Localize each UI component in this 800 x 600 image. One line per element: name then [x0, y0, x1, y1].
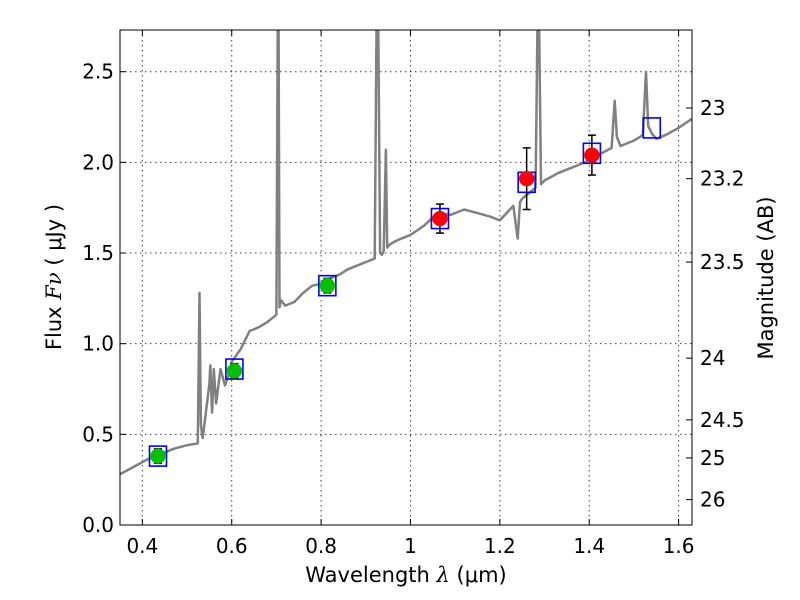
ticks: 0.4 0.6 0.8 1 1.2 1.4 1.6 0.0 0.5 1.0 1.5 2.0 2.5 23 2… — [82, 30, 745, 558]
y2-tick-label: 24.5 — [700, 408, 745, 432]
y2-axis-label: Magnitude (AB) — [754, 196, 778, 359]
y-axis-label: Flux Fν ( μJy ) — [42, 204, 66, 350]
nir-point — [584, 147, 600, 163]
y-tick-label: 2.0 — [82, 150, 114, 174]
y2-tick-label: 26 — [700, 488, 725, 512]
model-point — [148, 445, 168, 467]
y-tick-label: 1.5 — [82, 241, 114, 265]
x-tick-label: 1 — [404, 534, 417, 558]
x-tick-label: 0.4 — [126, 534, 158, 558]
model-point — [318, 274, 337, 297]
x-tick-label: 1.4 — [573, 534, 605, 558]
optical-point — [319, 277, 336, 294]
y2-tick-label: 25 — [700, 446, 725, 470]
model-point — [642, 117, 662, 139]
optical-point — [226, 363, 243, 379]
spectrum-line — [120, 30, 692, 476]
optical-point — [150, 448, 166, 464]
x-axis-label: Wavelength λ (μm) — [305, 563, 506, 587]
x-tick-label: 0.6 — [216, 534, 248, 558]
x-tick-label: 1.2 — [484, 534, 516, 558]
y-tick-label: 0.5 — [82, 422, 114, 446]
x-tick-label: 0.8 — [305, 534, 337, 558]
y-tick-label: 1.0 — [82, 332, 114, 356]
y2-tick-label: 24 — [700, 346, 725, 370]
plot-area — [120, 30, 692, 476]
y-tick-label: 0.0 — [82, 513, 114, 537]
nir-point — [518, 170, 535, 187]
y2-tick-label: 23.5 — [700, 250, 745, 274]
x-tick-label: 1.6 — [663, 534, 695, 558]
y-tick-label: 2.5 — [82, 60, 114, 84]
y2-tick-label: 23 — [700, 96, 725, 120]
plot-frame — [119, 29, 693, 526]
model-point — [225, 358, 244, 380]
y2-tick-label: 23.2 — [700, 167, 745, 191]
nir-point — [432, 210, 448, 227]
